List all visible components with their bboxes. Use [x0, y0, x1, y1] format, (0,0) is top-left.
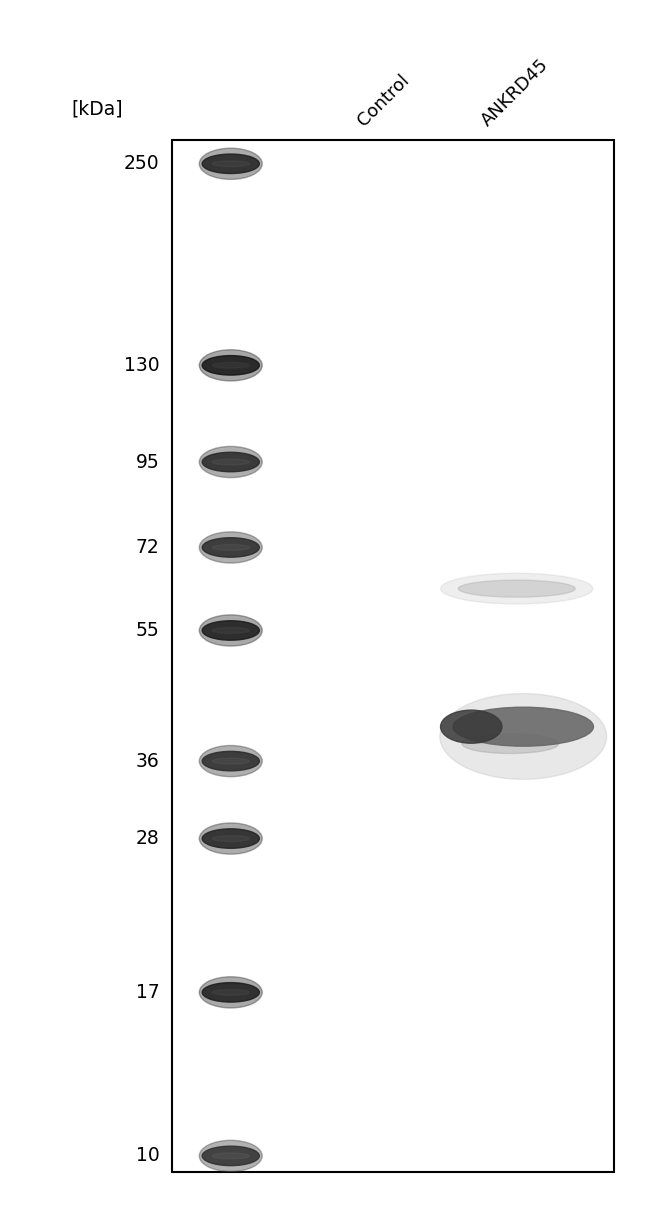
Ellipse shape [212, 627, 250, 633]
Text: [kDa]: [kDa] [72, 100, 123, 118]
Text: 250: 250 [124, 155, 159, 173]
Text: 130: 130 [124, 356, 159, 375]
Ellipse shape [200, 823, 262, 854]
Ellipse shape [202, 1146, 259, 1166]
Ellipse shape [462, 734, 558, 754]
Ellipse shape [200, 532, 262, 563]
Text: Control: Control [354, 72, 413, 130]
Ellipse shape [212, 1153, 250, 1158]
Text: 17: 17 [135, 983, 159, 1002]
Ellipse shape [202, 983, 259, 1002]
Ellipse shape [202, 537, 259, 557]
Text: ANKRD45: ANKRD45 [478, 56, 552, 130]
Ellipse shape [202, 356, 259, 375]
Text: 55: 55 [135, 621, 159, 639]
Ellipse shape [200, 615, 262, 646]
Text: 95: 95 [135, 453, 159, 471]
Ellipse shape [453, 708, 593, 747]
Ellipse shape [440, 693, 606, 780]
Ellipse shape [200, 447, 262, 477]
Ellipse shape [441, 574, 593, 604]
Ellipse shape [202, 828, 259, 848]
Ellipse shape [200, 745, 262, 777]
Text: 10: 10 [135, 1146, 159, 1166]
Ellipse shape [212, 758, 250, 764]
Text: 72: 72 [135, 538, 159, 557]
Text: 28: 28 [135, 829, 159, 848]
Ellipse shape [212, 363, 250, 368]
Ellipse shape [212, 544, 250, 551]
Ellipse shape [212, 459, 250, 465]
Ellipse shape [202, 452, 259, 471]
Ellipse shape [458, 580, 575, 597]
Bar [172, 140, 614, 1172]
Ellipse shape [441, 710, 502, 743]
Ellipse shape [212, 989, 250, 995]
Ellipse shape [200, 977, 262, 1009]
Text: 36: 36 [135, 752, 159, 771]
Ellipse shape [202, 153, 259, 173]
Ellipse shape [200, 1140, 262, 1172]
Ellipse shape [200, 149, 262, 179]
Ellipse shape [200, 350, 262, 381]
Ellipse shape [212, 836, 250, 842]
Ellipse shape [202, 621, 259, 641]
Ellipse shape [202, 752, 259, 771]
Ellipse shape [212, 161, 250, 167]
